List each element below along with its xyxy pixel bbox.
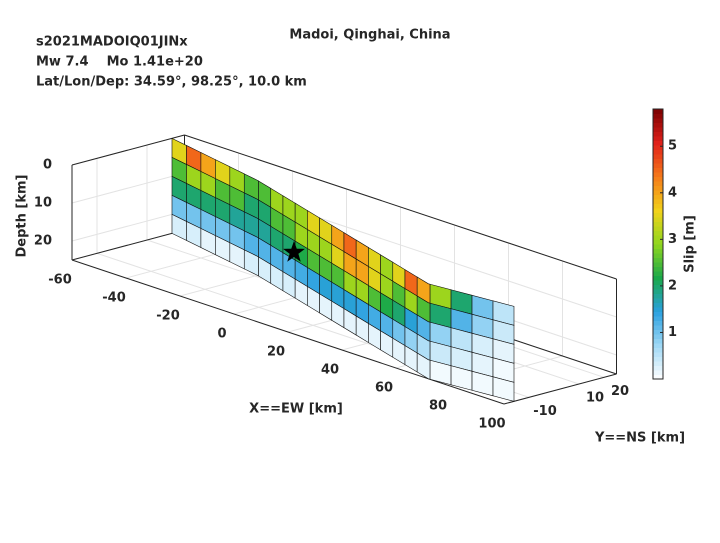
- colorbar-swatch: [653, 271, 663, 276]
- colorbar-swatch: [653, 257, 663, 263]
- grid-line: [71, 135, 185, 261]
- colorbar-swatch: [653, 307, 663, 312]
- z-tick-label: 20: [34, 234, 52, 249]
- colorbar-tick-label: 4: [668, 185, 677, 200]
- colorbar-swatch: [653, 275, 663, 281]
- x-tick-label: -40: [102, 291, 126, 306]
- colorbar-swatch: [653, 311, 663, 317]
- colorbar-swatch: [653, 356, 663, 362]
- colorbar-swatch: [653, 172, 663, 177]
- x-tick-label: 40: [321, 363, 339, 378]
- colorbar-tick-label: 3: [668, 232, 677, 247]
- colorbar-swatch: [653, 325, 663, 330]
- slip-patch: [492, 376, 515, 402]
- x-tick-label: 100: [478, 417, 505, 432]
- hypocenter: [283, 240, 305, 262]
- chart-title: Madoi, Qinghai, China: [289, 28, 450, 43]
- colorbar-swatch: [653, 190, 663, 195]
- colorbar-swatch: [653, 109, 663, 114]
- x-tick-label: -60: [48, 273, 72, 288]
- box-edge: [503, 373, 617, 405]
- box-edge: [184, 134, 617, 280]
- magnitude-line: Mw 7.4 Mo 1.41e+20: [36, 55, 203, 70]
- colorbar-swatch: [653, 145, 663, 150]
- colorbar-tick-label: 2: [668, 278, 677, 293]
- colorbar-swatch: [653, 230, 663, 236]
- colorbar-swatch: [653, 284, 663, 290]
- colorbar-swatch: [653, 221, 663, 227]
- colorbar-swatch: [653, 136, 663, 141]
- colorbar-swatch: [653, 226, 663, 231]
- colorbar-swatch: [653, 131, 663, 137]
- colorbar-swatch: [653, 199, 663, 204]
- y-axis-label: Y==NS [km]: [594, 431, 685, 446]
- x-tick-label: -20: [156, 309, 180, 324]
- colorbar-swatch: [653, 154, 663, 159]
- colorbar-swatch: [653, 235, 663, 240]
- x-tick-label: 80: [429, 399, 447, 414]
- colorbar-swatch: [653, 127, 663, 132]
- colorbar-swatch: [653, 334, 663, 339]
- colorbar-swatch: [653, 140, 663, 146]
- colorbar-swatch: [653, 158, 663, 164]
- colorbar-swatch: [653, 208, 663, 213]
- colorbar-tick-label: 1: [668, 325, 677, 340]
- colorbar-swatch: [653, 289, 663, 294]
- colorbar-swatch: [653, 122, 663, 128]
- z-tick-label: 10: [34, 196, 52, 211]
- x-tick-label: 60: [375, 381, 393, 396]
- colorbar-swatch: [653, 167, 663, 173]
- colorbar-swatch: [653, 244, 663, 249]
- colorbar-swatch: [653, 203, 663, 209]
- colorbar-swatch: [653, 118, 663, 123]
- colorbar-swatch: [653, 212, 663, 218]
- colorbar-swatch: [653, 320, 663, 326]
- colorbar-swatch: [653, 194, 663, 200]
- colorbar-swatch: [653, 163, 663, 168]
- z-tick-label: 0: [43, 158, 52, 173]
- colorbar-swatch: [653, 329, 663, 335]
- y-tick-label: -10: [533, 404, 557, 419]
- colorbar-swatch: [653, 181, 663, 186]
- colorbar-label: Slip [m]: [683, 215, 698, 273]
- x-tick-label: 0: [217, 327, 226, 342]
- colorbar-tick-label: 5: [668, 139, 677, 154]
- x-axis-label: X==EW [km]: [249, 402, 343, 417]
- colorbar-swatch: [653, 298, 663, 303]
- colorbar-swatch: [653, 293, 663, 299]
- x-tick-label: 20: [267, 345, 285, 360]
- box-edge: [71, 229, 185, 261]
- y-tick-label: 10: [586, 391, 604, 406]
- colorbar-swatch: [653, 370, 663, 375]
- colorbar-swatch: [653, 347, 663, 353]
- colorbar-swatch: [653, 253, 663, 258]
- colorbar-swatch: [653, 302, 663, 308]
- y-tick-label: 20: [611, 384, 629, 399]
- colorbar-swatch: [653, 352, 663, 357]
- colorbar-swatch: [653, 343, 663, 348]
- colorbar-swatch: [653, 316, 663, 321]
- colorbar-swatch: [653, 266, 663, 272]
- colorbar-swatch: [653, 374, 663, 380]
- colorbar-swatch: [653, 248, 663, 254]
- location-line: Lat/Lon/Dep: 34.59°, 98.25°, 10.0 km: [36, 75, 307, 90]
- box-edge: [71, 134, 185, 166]
- event-id: s2021MADOIQ01JINx: [36, 35, 188, 50]
- colorbar-swatch: [653, 113, 663, 119]
- colorbar-swatch: [653, 338, 663, 344]
- colorbar-swatch: [653, 149, 663, 155]
- colorbar-swatch: [653, 365, 663, 371]
- z-axis-label: Depth [km]: [15, 175, 30, 258]
- colorbar-swatch: [653, 280, 663, 285]
- colorbar-swatch: [653, 185, 663, 191]
- colorbar-swatch: [653, 176, 663, 182]
- colorbar-swatch: [653, 262, 663, 267]
- colorbar-frame: [652, 108, 664, 380]
- colorbar-swatch: [653, 217, 663, 222]
- colorbar-swatch: [653, 361, 663, 366]
- colorbar-swatch: [653, 239, 663, 245]
